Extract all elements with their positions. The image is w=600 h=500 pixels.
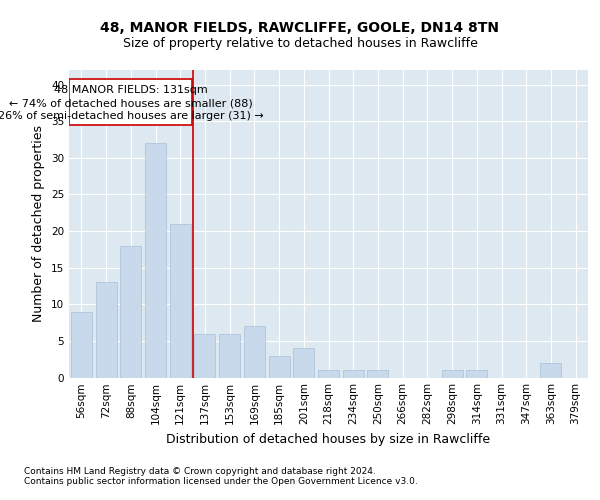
Bar <box>120 246 141 378</box>
Bar <box>269 356 290 378</box>
Y-axis label: Number of detached properties: Number of detached properties <box>32 125 46 322</box>
Bar <box>466 370 487 378</box>
Bar <box>367 370 388 378</box>
Text: Size of property relative to detached houses in Rawcliffe: Size of property relative to detached ho… <box>122 37 478 50</box>
Text: 48 MANOR FIELDS: 131sqm: 48 MANOR FIELDS: 131sqm <box>54 86 208 96</box>
Text: Contains public sector information licensed under the Open Government Licence v3: Contains public sector information licen… <box>24 478 418 486</box>
Bar <box>442 370 463 378</box>
Text: Contains HM Land Registry data © Crown copyright and database right 2024.: Contains HM Land Registry data © Crown c… <box>24 466 376 475</box>
Text: 26% of semi-detached houses are larger (31) →: 26% of semi-detached houses are larger (… <box>0 110 263 120</box>
Bar <box>219 334 240 378</box>
Text: ← 74% of detached houses are smaller (88): ← 74% of detached houses are smaller (88… <box>9 98 253 108</box>
Bar <box>95 282 116 378</box>
Bar <box>318 370 339 378</box>
Bar <box>541 363 562 378</box>
Bar <box>145 143 166 378</box>
Bar <box>194 334 215 378</box>
Bar <box>343 370 364 378</box>
Bar <box>71 312 92 378</box>
Bar <box>170 224 191 378</box>
Bar <box>244 326 265 378</box>
X-axis label: Distribution of detached houses by size in Rawcliffe: Distribution of detached houses by size … <box>166 433 491 446</box>
Text: 48, MANOR FIELDS, RAWCLIFFE, GOOLE, DN14 8TN: 48, MANOR FIELDS, RAWCLIFFE, GOOLE, DN14… <box>101 22 499 36</box>
FancyBboxPatch shape <box>70 79 192 125</box>
Bar <box>293 348 314 378</box>
